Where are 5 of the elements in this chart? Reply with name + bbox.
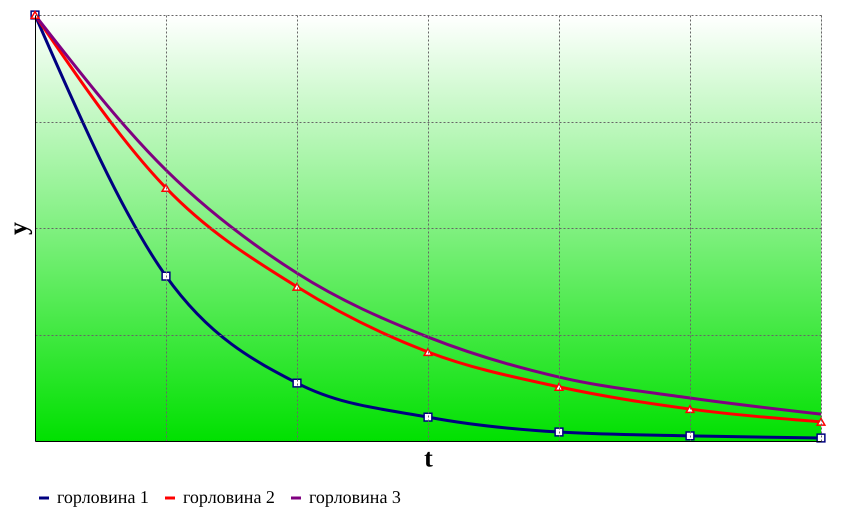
y-axis-title: y	[4, 222, 32, 235]
legend-label: горловина 3	[309, 487, 401, 507]
legend-label: горловина 1	[57, 487, 149, 507]
legend-label: горловина 2	[183, 487, 275, 507]
x-axis-title: t	[424, 444, 434, 472]
